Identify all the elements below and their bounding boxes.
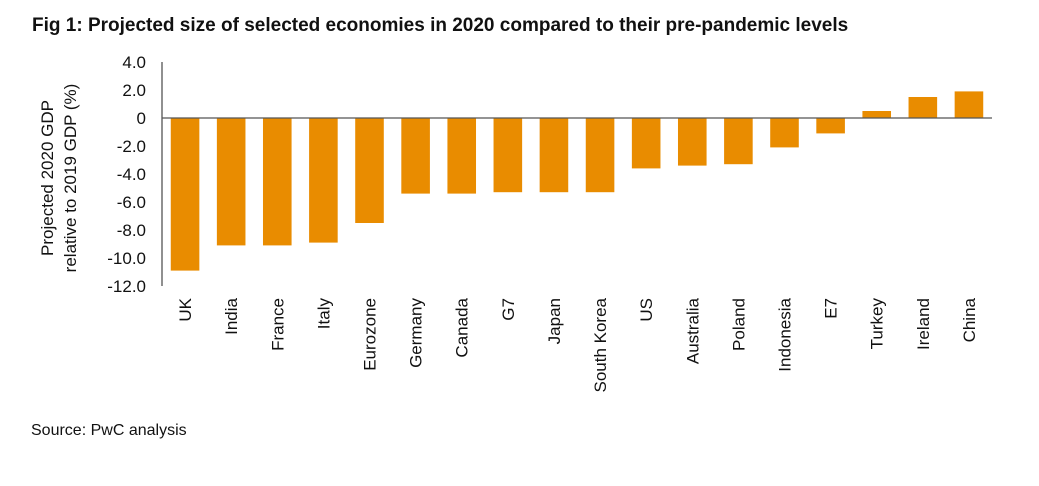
chart-title: Fig 1: Projected size of selected econom… <box>32 15 849 36</box>
bar-india <box>216 118 246 246</box>
x-tick-label: Eurozone <box>361 298 380 371</box>
x-tick-label: China <box>960 297 979 342</box>
bar-e7 <box>816 118 845 134</box>
x-tick-label: Turkey <box>868 298 887 350</box>
y-tick-label: 2.0 <box>122 81 146 100</box>
x-tick-label: US <box>637 298 656 322</box>
y-tick-label: -12.0 <box>107 277 146 296</box>
bar-germany <box>401 118 430 194</box>
bars <box>170 91 984 271</box>
y-tick-label: -4.0 <box>117 165 146 184</box>
x-tick-label: Poland <box>729 298 748 351</box>
x-tick-label: Germany <box>407 298 426 368</box>
y-axis-label-line-2: relative to 2019 GDP (%) <box>61 84 80 273</box>
x-tick-label: G7 <box>499 298 518 321</box>
bar-australia <box>677 118 707 166</box>
bar-eurozone <box>355 118 384 223</box>
y-axis-label-line-1: Projected 2020 GDP <box>38 100 57 256</box>
x-tick-label: Indonesia <box>776 297 795 371</box>
x-tick-label: Japan <box>545 298 564 344</box>
x-tick-label: Canada <box>453 297 472 357</box>
bar-japan <box>539 118 569 193</box>
x-tick-label: India <box>222 297 241 334</box>
bar-france <box>262 118 292 246</box>
y-tick-label: -6.0 <box>117 193 146 212</box>
bar-turkey <box>862 111 892 118</box>
y-tick-label: 0 <box>137 109 146 128</box>
y-tick-label: -8.0 <box>117 221 146 240</box>
bar-italy <box>309 118 338 243</box>
bar-south-korea <box>585 118 615 193</box>
x-tick-label: South Korea <box>591 297 610 392</box>
axes <box>161 62 992 286</box>
y-tick-label: -2.0 <box>117 137 146 156</box>
x-tick-labels: UK India France Italy Eurozone Germany Canada G… <box>176 297 979 392</box>
bar-ireland <box>908 97 938 118</box>
bar-china <box>954 91 984 118</box>
bar-poland <box>724 118 753 165</box>
x-tick-label: France <box>268 298 287 351</box>
y-tick-label: -10.0 <box>107 249 146 268</box>
x-tick-label: Australia <box>683 297 702 364</box>
bar-us <box>631 118 661 169</box>
y-axis-label: Projected 2020 GDP relative to 2019 GDP … <box>38 84 80 273</box>
bar-indonesia <box>770 118 799 148</box>
x-tick-label: UK <box>176 297 195 321</box>
bar-canada <box>447 118 477 194</box>
x-tick-label: Italy <box>314 298 333 330</box>
y-tick-labels: 4.0 2.0 0 -2.0 -4.0 -6.0 -8.0 -10.0 -12.0 <box>107 53 146 296</box>
bar-uk <box>170 118 200 271</box>
source-note: Source: PwC analysis <box>31 422 187 439</box>
x-tick-label: E7 <box>822 298 841 319</box>
bar-g7 <box>493 118 523 193</box>
y-tick-label: 4.0 <box>122 53 146 72</box>
x-tick-label: Ireland <box>914 298 933 350</box>
